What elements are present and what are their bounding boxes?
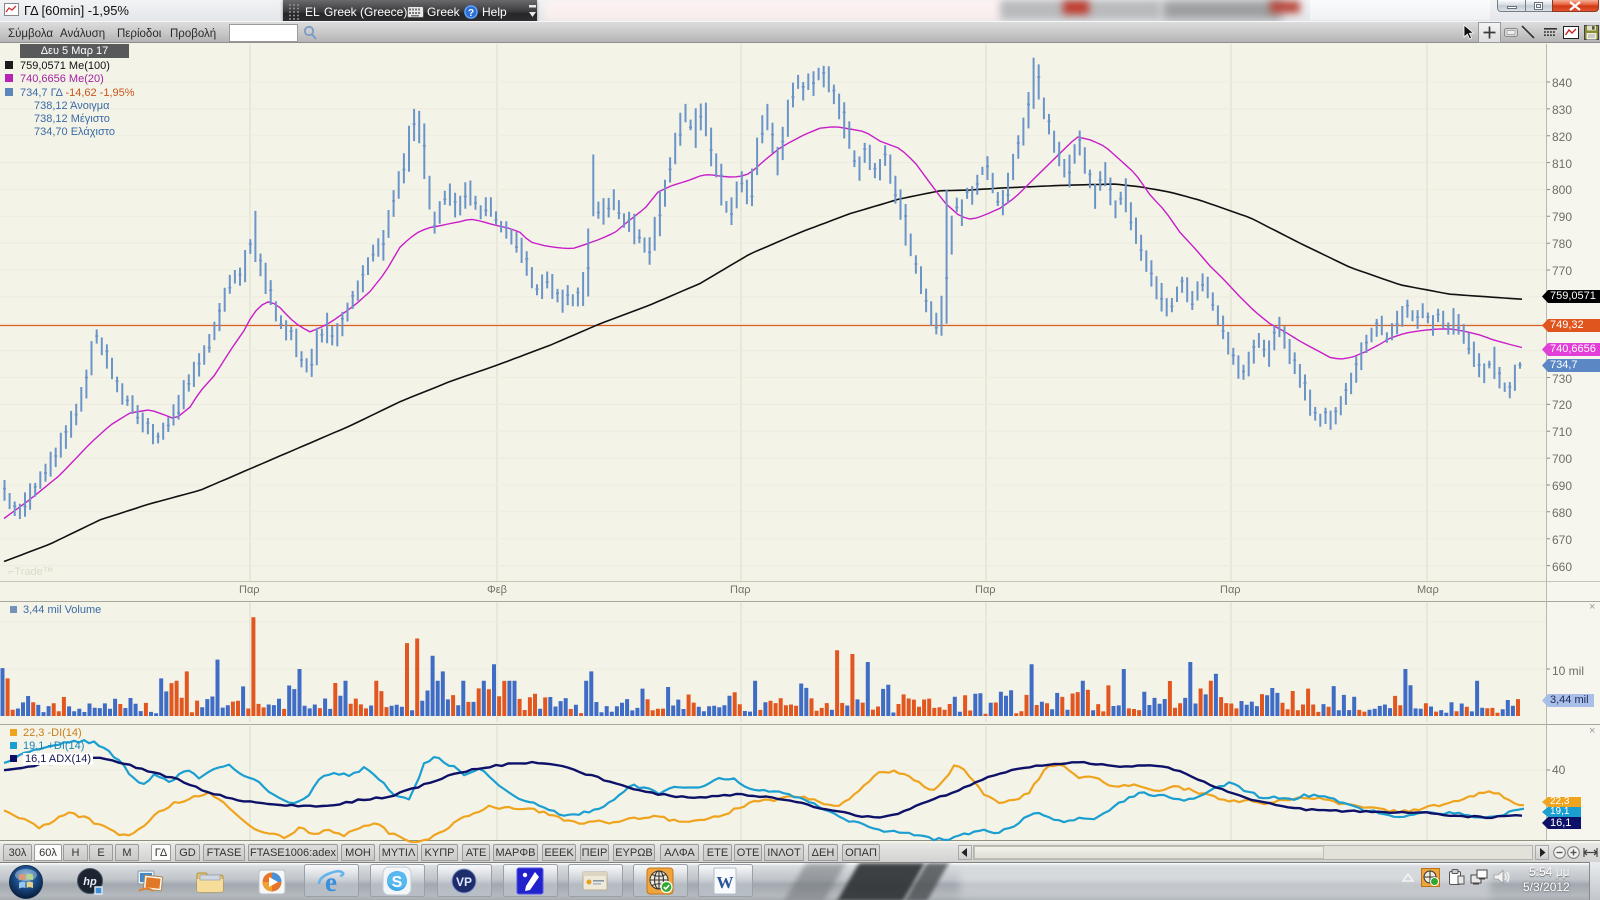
svg-text:S: S — [392, 874, 403, 891]
svg-text:W: W — [717, 873, 734, 892]
svg-text:?: ? — [468, 8, 474, 19]
svg-text:hp: hp — [83, 876, 97, 888]
svg-text:VP: VP — [456, 875, 472, 889]
